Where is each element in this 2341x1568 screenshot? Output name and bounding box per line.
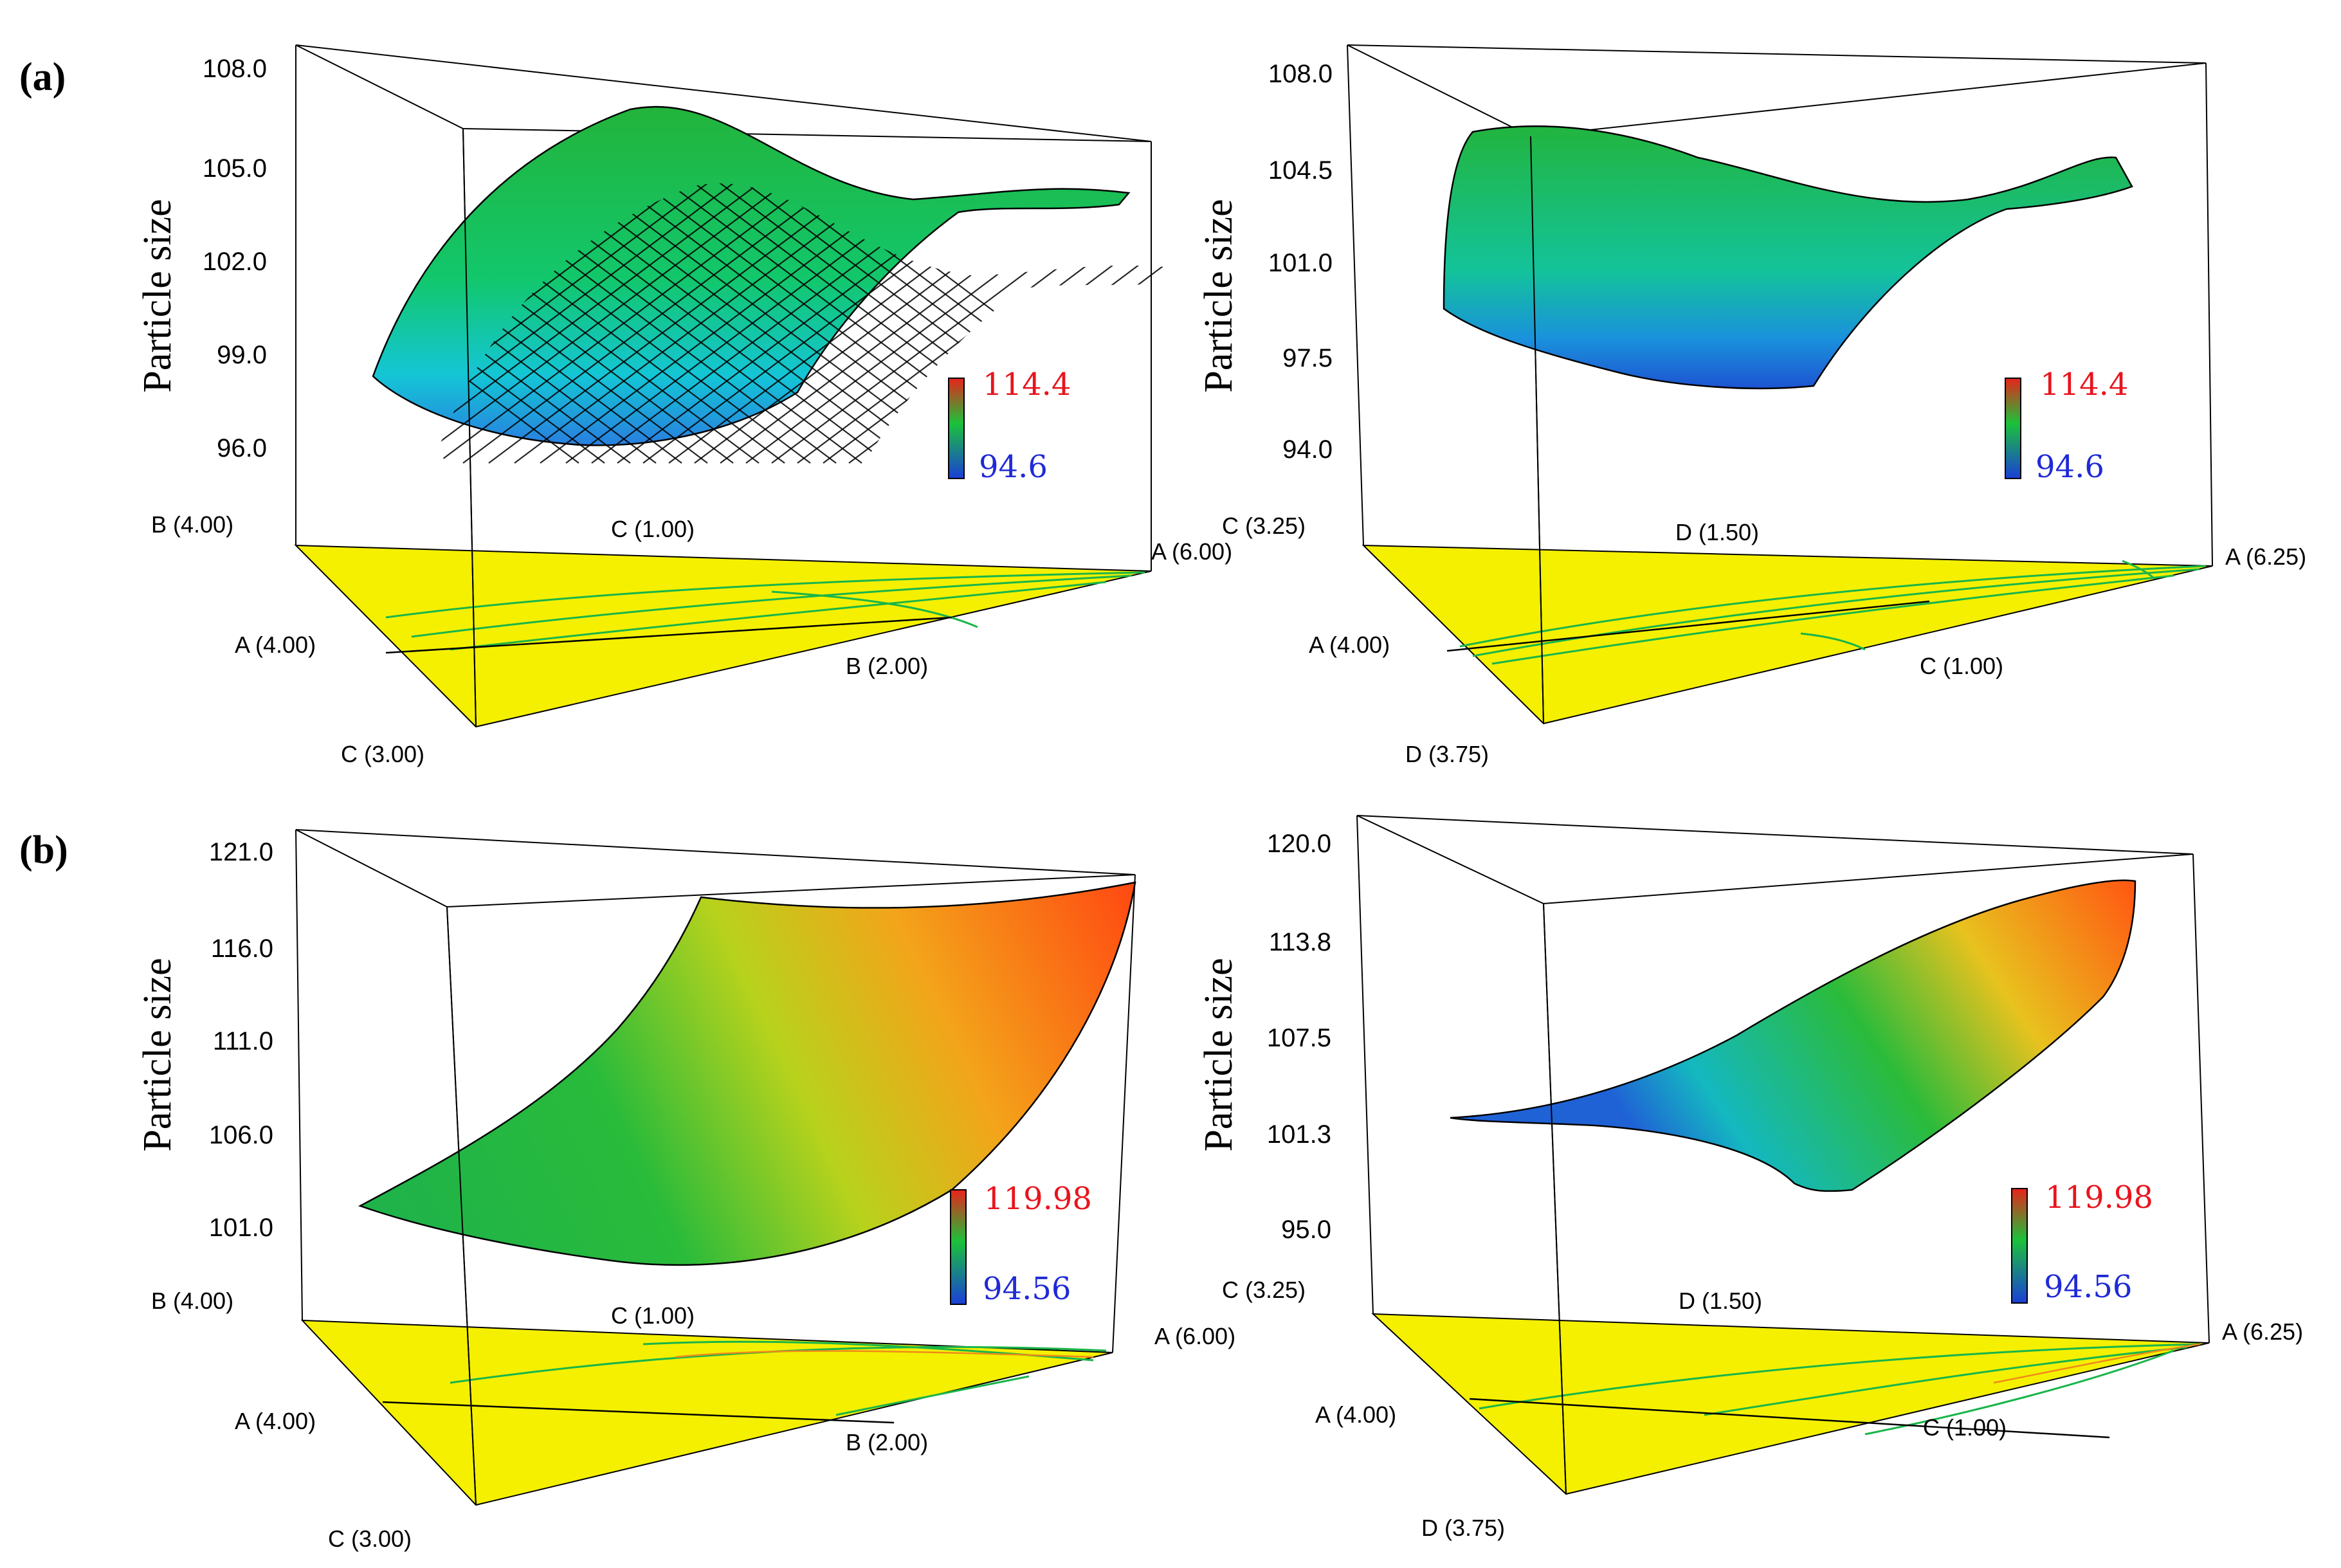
z-tick: 101.3 (1267, 1120, 1331, 1149)
z-tick: 101.0 (209, 1214, 273, 1242)
vertex-label: C (3.00) (341, 741, 424, 767)
legend-min: 94.6 (2036, 449, 2104, 485)
contour-plane (1371, 1313, 2210, 1495)
panel-b-right: Particle size 120.0 113.8 107.5 101.3 95… (1183, 815, 2341, 1541)
legend-max: 119.98 (984, 1181, 1092, 1217)
z-tick: 113.8 (1269, 928, 1331, 956)
z-tick: 106.0 (209, 1121, 273, 1149)
z-ticks: 121.0 116.0 111.0 106.0 101.0 (209, 838, 273, 1242)
z-tick: 108.0 (203, 55, 267, 83)
z-tick: 95.0 (1281, 1216, 1331, 1244)
row-label-b: (b) (19, 828, 68, 872)
legend-min: 94.56 (2044, 1269, 2132, 1305)
z-ticks: 120.0 113.8 107.5 101.3 95.0 (1267, 830, 1331, 1244)
vertex-label: B (2.00) (846, 653, 928, 679)
vertex-label: B (4.00) (151, 511, 233, 538)
color-legend: 119.98 94.56 (950, 1181, 1092, 1307)
vertex-label: D (1.50) (1679, 1288, 1762, 1314)
vertex-label: A (6.00) (1151, 538, 1232, 565)
z-tick: 105.0 (203, 154, 267, 183)
vertex-label: D (3.75) (1405, 741, 1489, 767)
z-tick: 111.0 (213, 1027, 273, 1055)
legend-colorbar (950, 1189, 967, 1305)
vertex-label: C (1.00) (611, 1302, 695, 1329)
z-tick: 99.0 (217, 341, 267, 369)
vertex-label: C (3.25) (1222, 1277, 1306, 1303)
response-surface (1444, 126, 2132, 388)
panel-a-right: Particle size 108.0 104.5 101.0 97.5 94.… (1093, 44, 2341, 767)
vertex-label: C (3.25) (1222, 513, 1306, 539)
z-tick: 97.5 (1282, 344, 1333, 372)
vertex-label: A (6.25) (2225, 543, 2306, 570)
color-legend: 114.4 94.6 (948, 367, 1071, 485)
z-tick: 121.0 (209, 838, 273, 866)
z-axis-label: Particle size (136, 958, 179, 1151)
panel-b-left: Particle size 121.0 116.0 111.0 106.0 10… (58, 829, 1441, 1552)
contour-lines (1459, 560, 2207, 665)
response-surface (360, 882, 1135, 1265)
legend-colorbar (2005, 378, 2021, 479)
vertex-label: C (1.00) (1920, 653, 2003, 679)
vertex-label: C (1.00) (611, 516, 695, 542)
contour-plane (300, 1319, 1113, 1506)
z-tick: 104.5 (1268, 156, 1333, 185)
vertex-label: A (4.00) (1315, 1401, 1396, 1428)
vertex-label: A (4.00) (1309, 632, 1390, 658)
vertex-label: B (2.00) (846, 1429, 928, 1455)
vertex-label: A (6.25) (2222, 1318, 2303, 1345)
legend-colorbar (2011, 1188, 2028, 1304)
legend-min: 94.56 (983, 1271, 1071, 1307)
vertex-label: A (4.00) (235, 632, 316, 658)
z-ticks: 108.0 104.5 101.0 97.5 94.0 (1268, 60, 1333, 464)
vertex-label: D (3.75) (1421, 1515, 1505, 1541)
color-legend: 114.4 94.6 (2005, 367, 2128, 485)
legend-max: 119.98 (2045, 1180, 2153, 1216)
z-tick: 108.0 (1268, 60, 1333, 88)
panel-a-left: Particle size 108.0 105.0 102.0 99.0 96.… (64, 44, 1415, 767)
legend-colorbar (948, 378, 965, 479)
z-tick: 116.0 (211, 934, 273, 963)
z-tick: 96.0 (217, 434, 267, 462)
z-axis-label: Particle size (1197, 199, 1241, 392)
vertex-label: B (4.00) (151, 1288, 233, 1314)
color-legend: 119.98 94.56 (2011, 1180, 2153, 1305)
legend-max: 114.4 (2040, 367, 2128, 403)
z-axis-label: Particle size (1197, 958, 1241, 1151)
contour-lines (385, 571, 1145, 651)
z-tick: 120.0 (1267, 830, 1331, 858)
contour-plane (1362, 544, 2213, 725)
z-tick: 102.0 (203, 248, 267, 276)
z-tick: 94.0 (1282, 435, 1333, 464)
contour-plane (294, 544, 1152, 728)
z-axis-label: Particle size (136, 199, 179, 392)
vertex-label: D (1.50) (1675, 519, 1759, 545)
z-ticks: 108.0 105.0 102.0 99.0 96.0 (203, 55, 267, 462)
response-surface (373, 107, 1129, 446)
contour-lines (450, 1340, 1107, 1416)
vertex-label: C (1.00) (1923, 1414, 2007, 1441)
row-label-a: (a) (19, 55, 66, 99)
legend-max: 114.4 (983, 367, 1071, 403)
response-surface (1450, 880, 2135, 1191)
vertex-label: C (3.00) (328, 1526, 412, 1552)
legend-min: 94.6 (979, 449, 1048, 485)
z-tick: 107.5 (1267, 1024, 1331, 1052)
vertex-label: A (6.00) (1154, 1323, 1235, 1349)
z-tick: 101.0 (1268, 249, 1333, 277)
vertex-label: A (4.00) (235, 1408, 316, 1434)
